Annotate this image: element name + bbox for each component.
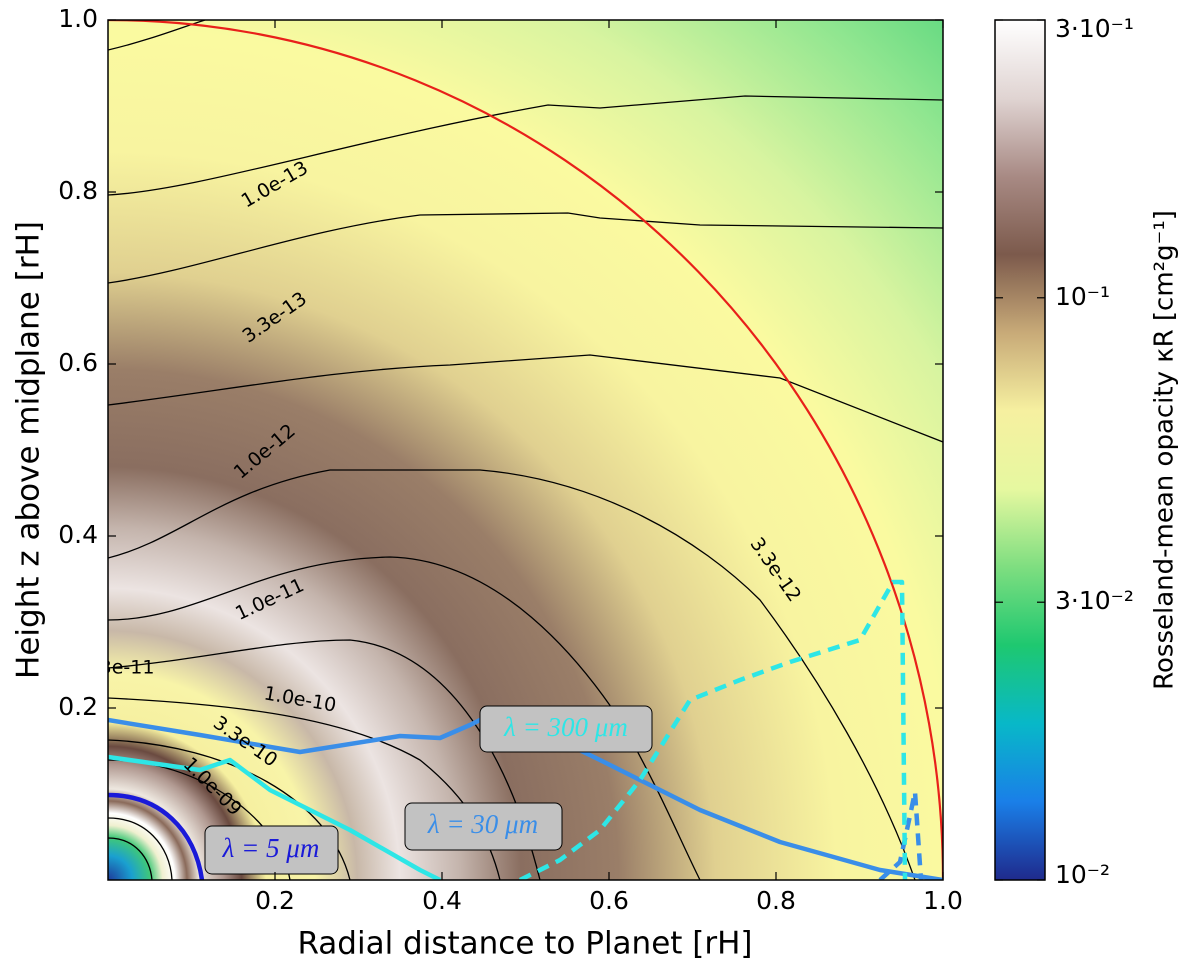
- x-tick-label: 0.4: [422, 886, 462, 915]
- colorbar: [995, 20, 1045, 880]
- y-tick-label: 1.0: [58, 4, 98, 33]
- colorbar-tick-label: 3·10⁻²: [1055, 586, 1134, 615]
- density-contours: [108, 20, 943, 880]
- photosphere-300um-dashed: [878, 789, 924, 880]
- axes-frame: [107, 19, 944, 881]
- colorbar-tick-label: 3·10⁻¹: [1055, 14, 1134, 43]
- contour-line: [108, 212, 943, 284]
- annotation-box: [404, 802, 563, 851]
- contour-line: [108, 639, 541, 880]
- contour-line: [108, 20, 206, 51]
- annotation-boxes: λ = 300 μm λ = 30 μm λ = 5 μm: [204, 705, 653, 875]
- colorbar-tick-label: 10⁻¹: [1055, 282, 1110, 311]
- y-tick-label: 0.2: [58, 692, 98, 721]
- contour-line: [108, 837, 153, 880]
- hill-sphere: [108, 20, 943, 880]
- contour-line: [108, 95, 943, 196]
- x-tick-label: 0.2: [255, 886, 295, 915]
- annotation-box: [479, 705, 653, 753]
- contour-line: [108, 556, 701, 880]
- annotation: λ = 300 μm: [503, 712, 628, 742]
- x-tick-label: 1.0: [923, 886, 963, 915]
- contour-label: 3.3e-11: [82, 657, 155, 679]
- x-tick-label: 0.6: [589, 886, 629, 915]
- annotation-box: [204, 825, 339, 875]
- photosphere-30um: [108, 754, 442, 880]
- x-axis-label: Radial distance to Planet [rH]: [297, 926, 752, 962]
- contour-line: [108, 469, 916, 880]
- y-tick-label: 0.6: [58, 348, 98, 377]
- contour-line: [108, 817, 173, 880]
- colorbar-frame: [994, 19, 1046, 881]
- contour-line: [108, 354, 943, 443]
- y-axis-label: Height z above midplane [rH]: [11, 221, 47, 679]
- colorbar-label: Rosseland-mean opacity κR [cm²g⁻¹]: [1150, 210, 1180, 690]
- colorbar-tick-label: 10⁻²: [1055, 860, 1110, 889]
- y-tick-label: 0.8: [58, 176, 98, 205]
- x-tick-label: 0.8: [756, 886, 796, 915]
- photosphere-30um-dashed: [518, 579, 908, 880]
- photosphere-5um: [108, 792, 205, 880]
- y-tick-label: 0.4: [58, 520, 98, 549]
- annotation: λ = 30 μm: [427, 809, 538, 839]
- annotation: λ = 5 μm: [222, 833, 320, 863]
